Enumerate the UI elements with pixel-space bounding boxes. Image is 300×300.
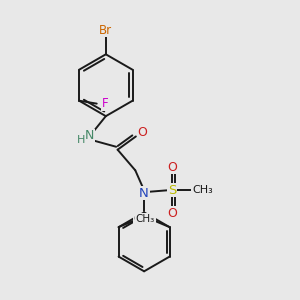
Text: Br: Br (99, 24, 112, 37)
Text: H: H (77, 135, 86, 145)
Text: O: O (167, 207, 177, 220)
Text: F: F (102, 97, 108, 110)
Text: N: N (85, 129, 94, 142)
Text: O: O (167, 161, 177, 174)
Text: N: N (139, 187, 149, 200)
Text: CH₃: CH₃ (192, 185, 213, 195)
Text: CH₃: CH₃ (133, 214, 152, 224)
Text: CH₃: CH₃ (136, 214, 155, 224)
Text: S: S (168, 184, 176, 197)
Text: O: O (137, 126, 147, 140)
